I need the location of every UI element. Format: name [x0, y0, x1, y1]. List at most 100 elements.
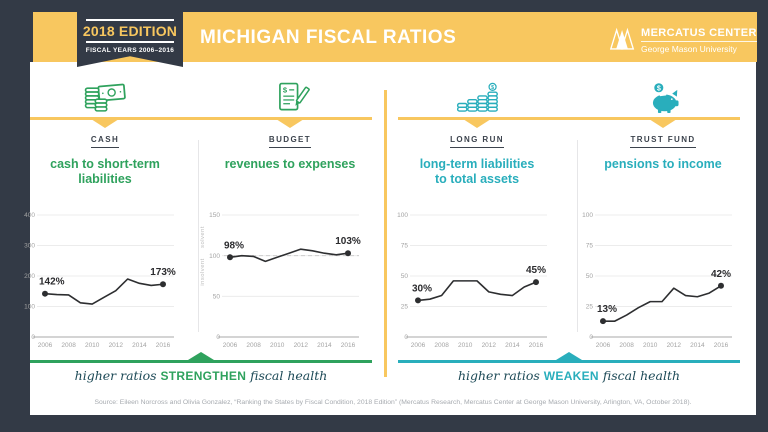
- svg-text:42%: 42%: [711, 269, 731, 280]
- svg-text:2010: 2010: [643, 342, 658, 349]
- icon-rule-right: [398, 117, 740, 120]
- cash-coins-icon: [30, 76, 180, 118]
- svg-text:2006: 2006: [596, 342, 611, 349]
- svg-text:2012: 2012: [482, 342, 497, 349]
- svg-text:45%: 45%: [526, 265, 546, 276]
- page-title: MICHIGAN FISCAL RATIOS: [200, 27, 457, 48]
- svg-text:300: 300: [24, 243, 35, 250]
- chevron-down-icon: [276, 119, 304, 128]
- svg-text:100: 100: [397, 212, 408, 219]
- ribbon-rule: [86, 41, 174, 43]
- ratio-title-budget: revenues to expenses: [224, 156, 356, 171]
- column-divider: [577, 140, 578, 332]
- ratio-title-long-run: long-term liabilities to total assets: [419, 156, 535, 187]
- chevron-down-icon: [649, 119, 677, 128]
- svg-text:150: 150: [209, 212, 220, 219]
- svg-text:0: 0: [31, 334, 35, 341]
- svg-text:25: 25: [586, 304, 594, 311]
- budget-line-chart: 0 50 100 150 solvent insolvent 2006 2008 2010 201…: [200, 212, 361, 349]
- ratio-title-trust-fund: pensions to income: [604, 156, 722, 171]
- svg-text:75: 75: [401, 243, 409, 250]
- section-trust-fund: $ TRUST FUND pensions to income: [578, 76, 748, 172]
- svg-text:173%: 173%: [150, 267, 176, 278]
- chevron-down-icon: [91, 119, 119, 128]
- edition-ribbon: 2018 EDITION FISCAL YEARS 2006–2016: [77, 0, 183, 67]
- svg-text:2012: 2012: [109, 342, 124, 349]
- svg-text:2012: 2012: [667, 342, 682, 349]
- svg-text:100: 100: [209, 253, 220, 260]
- chevron-down-icon: [463, 119, 491, 128]
- svg-text:solvent: solvent: [200, 226, 206, 248]
- coin-stacks-icon: $: [390, 76, 564, 118]
- caption-post: fiscal health: [602, 368, 681, 383]
- svg-text:2014: 2014: [317, 342, 332, 349]
- svg-text:200: 200: [24, 273, 35, 280]
- svg-text:142%: 142%: [39, 277, 65, 288]
- svg-text:0: 0: [404, 334, 408, 341]
- category-label-long-run: LONG RUN: [450, 135, 504, 148]
- category-label-cash: CASH: [90, 135, 120, 148]
- svg-text:103%: 103%: [335, 236, 361, 247]
- section-long-run: $ LONG RUN long-term liabilities to tota…: [390, 76, 564, 188]
- section-cash: CASH cash to short-term liabilities: [30, 76, 180, 188]
- svg-text:50: 50: [586, 273, 594, 280]
- ratio-title-cash: cash to short-term liabilities: [50, 156, 160, 187]
- svg-text:100: 100: [24, 304, 35, 311]
- svg-text:13%: 13%: [597, 304, 617, 315]
- svg-text:50: 50: [401, 273, 409, 280]
- mercatus-logo: MERCATUS CENTER George Mason University: [609, 27, 757, 56]
- source-citation: Source: Eileen Norcross and Olivia Gonza…: [94, 399, 692, 406]
- svg-text:2010: 2010: [270, 342, 285, 349]
- piggy-bank-icon: $: [578, 76, 748, 118]
- svg-text:0: 0: [589, 334, 593, 341]
- section-budget: $ BUDGET revenues to expenses: [200, 76, 380, 172]
- triangle-up-icon: [556, 352, 582, 360]
- svg-text:75: 75: [586, 243, 594, 250]
- svg-text:2006: 2006: [223, 342, 238, 349]
- caption-pre: higher ratios: [457, 368, 540, 383]
- content-panel: [30, 62, 756, 415]
- caption-keyword: STRENGTHEN: [160, 369, 247, 383]
- caption-post: fiscal health: [250, 368, 328, 383]
- long-run-line-chart: 0 25 50 75 100 2006 2008 2010 2012 2014 2016 30% 45%: [397, 212, 547, 349]
- cash-line-chart: 0 100 200 300 400 2006 2008 2010 2012 2014 2016 142…: [24, 212, 176, 349]
- budget-document-icon: $: [200, 76, 380, 118]
- caption-pre: higher ratios: [74, 368, 157, 383]
- svg-text:2016: 2016: [341, 342, 356, 349]
- svg-text:$: $: [283, 85, 288, 94]
- svg-text:25: 25: [401, 304, 409, 311]
- center-divider: [384, 90, 387, 377]
- caption-keyword: WEAKEN: [543, 369, 599, 383]
- svg-text:insolvent: insolvent: [200, 258, 206, 285]
- triangle-up-icon: [188, 352, 214, 360]
- svg-text:2008: 2008: [619, 342, 634, 349]
- column-divider: [198, 140, 199, 332]
- svg-text:2010: 2010: [85, 342, 100, 349]
- strengthen-rule: [30, 360, 372, 363]
- weaken-caption: higher ratios WEAKEN fiscal health: [398, 368, 740, 383]
- svg-text:2008: 2008: [246, 342, 261, 349]
- trust-fund-line-chart: 0 25 50 75 100 2006 2008 2010 2012 2014 2016 13% 42%: [582, 212, 732, 349]
- svg-text:400: 400: [24, 212, 35, 219]
- ribbon-rule: [86, 19, 174, 21]
- svg-text:2016: 2016: [529, 342, 544, 349]
- svg-text:2010: 2010: [458, 342, 473, 349]
- svg-text:2006: 2006: [38, 342, 53, 349]
- category-label-trust-fund: TRUST FUND: [630, 135, 696, 148]
- svg-text:50: 50: [213, 294, 221, 301]
- svg-text:2006: 2006: [411, 342, 426, 349]
- svg-text:2012: 2012: [294, 342, 309, 349]
- edition-label: 2018 EDITION: [82, 23, 178, 39]
- svg-text:30%: 30%: [412, 283, 432, 294]
- svg-text:2008: 2008: [61, 342, 76, 349]
- category-label-budget: BUDGET: [268, 135, 312, 148]
- svg-text:2014: 2014: [690, 342, 705, 349]
- fiscal-years-label: FISCAL YEARS 2006–2016: [85, 46, 175, 54]
- icon-rule-left: [30, 117, 372, 120]
- weaken-rule: [398, 360, 740, 363]
- svg-text:2014: 2014: [132, 342, 147, 349]
- svg-text:2008: 2008: [434, 342, 449, 349]
- svg-text:100: 100: [582, 212, 593, 219]
- svg-text:2014: 2014: [505, 342, 520, 349]
